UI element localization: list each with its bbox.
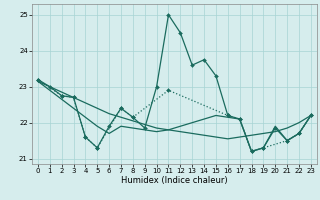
X-axis label: Humidex (Indice chaleur): Humidex (Indice chaleur) — [121, 176, 228, 185]
